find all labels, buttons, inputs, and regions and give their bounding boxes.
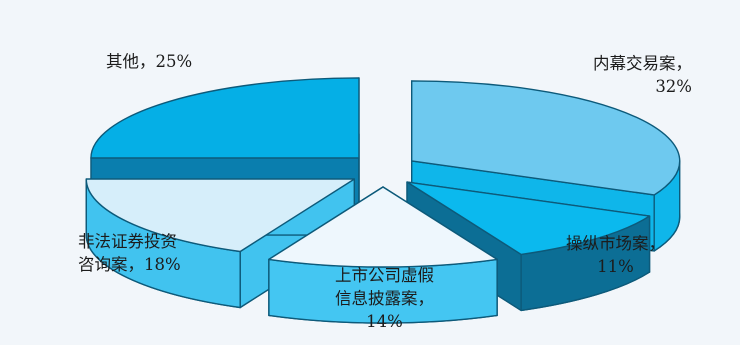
slice-label-s5: 其他，25%	[106, 52, 193, 71]
slice-label-s3: 上市公司虚假 信息披露案， 14%	[335, 266, 434, 331]
slice-top-s4	[85, 178, 355, 253]
slice-label-s2: 操纵市场案， 11%	[566, 234, 665, 276]
slice-top-s2	[406, 181, 651, 256]
slice-label-s1: 内幕交易案， 32%	[593, 54, 692, 96]
slice-label-s4: 非法证券投资 咨询案，18%	[78, 232, 181, 274]
slice-top-s5	[90, 77, 360, 159]
slice-top-s3	[268, 186, 498, 268]
slice-top-s1	[411, 80, 681, 196]
